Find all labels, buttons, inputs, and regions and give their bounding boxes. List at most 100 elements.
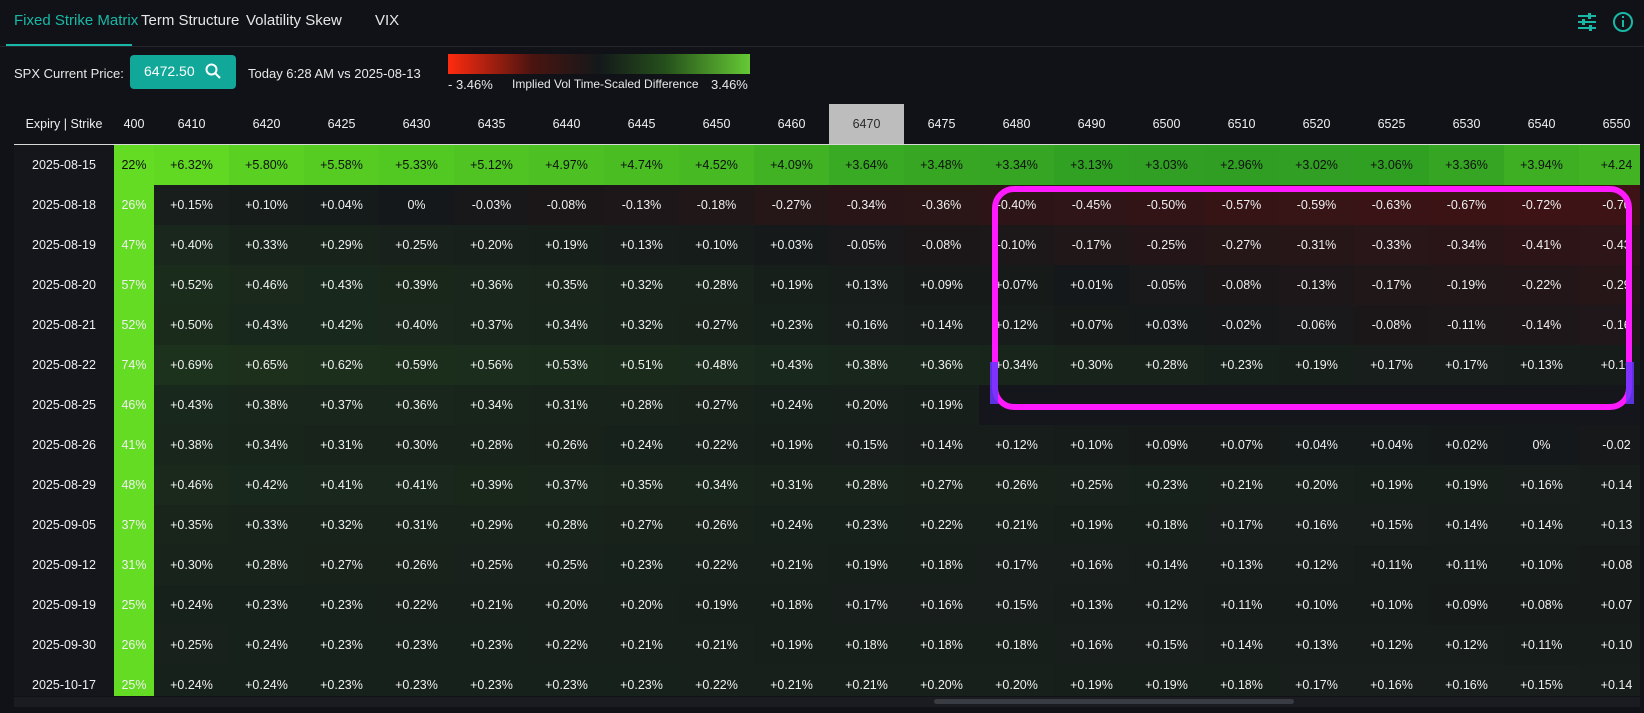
matrix-cell[interactable]: +0.16% — [1354, 665, 1429, 696]
matrix-cell[interactable]: +0.26% — [379, 545, 454, 585]
matrix-cell[interactable]: +0.24% — [154, 665, 229, 696]
matrix-cell[interactable]: +0.28% — [1129, 345, 1204, 385]
matrix-cell[interactable]: -0.67% — [1429, 185, 1504, 225]
matrix-cell[interactable]: +0.12% — [1279, 545, 1354, 585]
matrix-cell[interactable]: +0.14% — [1504, 505, 1579, 545]
matrix-cell[interactable]: -0.02 — [1579, 425, 1640, 465]
matrix-cell[interactable]: +0.48% — [679, 345, 754, 385]
matrix-cell[interactable]: +0.10% — [1054, 425, 1129, 465]
strike-header[interactable]: 6440 — [552, 117, 581, 131]
matrix-cell[interactable]: +0.19% — [754, 625, 829, 665]
matrix-cell[interactable]: +0.23% — [454, 665, 529, 696]
matrix-cell[interactable]: +0.29% — [454, 505, 529, 545]
matrix-cell[interactable]: +0.23% — [754, 305, 829, 345]
matrix-cell[interactable] — [1279, 385, 1354, 425]
matrix-cell[interactable]: +0.16% — [829, 305, 904, 345]
matrix-cell[interactable]: +0.36% — [904, 345, 979, 385]
strike-header[interactable]: 400 — [123, 117, 145, 131]
matrix-cell[interactable]: +0.56% — [454, 345, 529, 385]
matrix-cell[interactable]: +0.23% — [829, 505, 904, 545]
matrix-cell[interactable]: +0.19% — [904, 385, 979, 425]
matrix-cell[interactable]: -0.29 — [1579, 265, 1640, 305]
matrix-cell[interactable]: +0.19% — [754, 425, 829, 465]
matrix-cell[interactable]: +0.25% — [529, 545, 604, 585]
matrix-cell[interactable]: +0.25% — [379, 225, 454, 265]
matrix-cell[interactable]: +0.10% — [679, 225, 754, 265]
matrix-cell[interactable]: 25% — [114, 665, 154, 696]
matrix-cell[interactable]: +0.24% — [229, 625, 304, 665]
tab-vix[interactable]: VIX — [375, 12, 400, 29]
matrix-cell[interactable]: +0.20% — [979, 665, 1054, 696]
matrix-cell[interactable]: +0.11% — [1354, 545, 1429, 585]
matrix-cell[interactable]: +0.27% — [679, 305, 754, 345]
matrix-cell[interactable]: +0.10% — [1279, 585, 1354, 625]
matrix-cell[interactable]: +0.13% — [1504, 345, 1579, 385]
matrix-cell[interactable]: +0.28% — [454, 425, 529, 465]
matrix-cell[interactable]: +0.16% — [1054, 625, 1129, 665]
matrix-cell[interactable]: +0.17% — [979, 545, 1054, 585]
strike-header[interactable]: 6490 — [1077, 117, 1106, 131]
matrix-cell[interactable]: +0.22% — [679, 545, 754, 585]
matrix-cell[interactable]: 22% — [114, 145, 154, 185]
matrix-cell[interactable]: +0.50% — [154, 305, 229, 345]
matrix-cell[interactable] — [1354, 385, 1429, 425]
matrix-cell[interactable]: -0.63% — [1354, 185, 1429, 225]
matrix-cell[interactable]: 48% — [114, 465, 154, 505]
matrix-cell[interactable]: +0.21% — [754, 665, 829, 696]
strike-header[interactable]: 6410 — [177, 117, 206, 131]
matrix-cell[interactable]: +0.19% — [529, 225, 604, 265]
matrix-cell[interactable]: +0.19% — [1429, 465, 1504, 505]
matrix-cell[interactable]: +0.38% — [829, 345, 904, 385]
matrix-cell[interactable]: +0.36% — [454, 265, 529, 305]
matrix-cell[interactable]: +0.14 — [1579, 465, 1640, 505]
matrix-cell[interactable]: +0.09% — [1129, 425, 1204, 465]
matrix-cell[interactable]: +0.43% — [154, 385, 229, 425]
matrix-cell[interactable]: +0.13% — [1054, 585, 1129, 625]
matrix-cell[interactable]: +0.39% — [379, 265, 454, 305]
matrix-cell[interactable]: +0.23% — [1204, 345, 1279, 385]
matrix-cell[interactable]: -0.41% — [1504, 225, 1579, 265]
matrix-cell[interactable]: -0.25% — [1129, 225, 1204, 265]
matrix-cell[interactable]: +0.23% — [604, 545, 679, 585]
matrix-cell[interactable]: -0.59% — [1279, 185, 1354, 225]
matrix-cell[interactable]: +0.19% — [829, 545, 904, 585]
sliders-icon[interactable] — [1576, 11, 1598, 33]
matrix-cell[interactable]: +0.21% — [679, 625, 754, 665]
matrix-cell[interactable]: +0.27% — [679, 385, 754, 425]
matrix-cell[interactable]: 0% — [379, 185, 454, 225]
matrix-cell[interactable]: +0.17% — [829, 585, 904, 625]
matrix-cell[interactable]: +0.16% — [1504, 465, 1579, 505]
matrix-cell[interactable]: +0.15% — [1354, 505, 1429, 545]
matrix-cell[interactable]: -0.34% — [1429, 225, 1504, 265]
matrix-cell[interactable]: -0.05% — [1129, 265, 1204, 305]
matrix-cell[interactable]: +0.25% — [454, 545, 529, 585]
matrix-cell[interactable]: +3.13% — [1054, 145, 1129, 185]
matrix-cell[interactable]: 52% — [114, 305, 154, 345]
matrix-cell[interactable]: +3.36% — [1429, 145, 1504, 185]
matrix-cell[interactable]: -0.13% — [604, 185, 679, 225]
matrix-cell[interactable]: -0.17% — [1354, 265, 1429, 305]
matrix-cell[interactable]: -0.57% — [1204, 185, 1279, 225]
strike-header[interactable]: 6435 — [477, 117, 506, 131]
matrix-cell[interactable]: +0.14% — [1204, 625, 1279, 665]
matrix-cell[interactable]: +0.42% — [304, 305, 379, 345]
matrix-cell[interactable]: +0.21% — [979, 505, 1054, 545]
matrix-cell[interactable]: +0.18% — [1204, 665, 1279, 696]
matrix-cell[interactable]: -0.18% — [679, 185, 754, 225]
matrix-cell[interactable]: +0.16% — [1054, 545, 1129, 585]
matrix-cell[interactable]: +0.30% — [379, 425, 454, 465]
matrix-cell[interactable]: +0.26% — [979, 465, 1054, 505]
matrix-cell[interactable]: +0.20% — [529, 585, 604, 625]
matrix-cell[interactable]: -0.43 — [1579, 225, 1640, 265]
matrix-cell[interactable]: +0.28% — [529, 505, 604, 545]
matrix-cell[interactable]: 0% — [1504, 425, 1579, 465]
matrix-cell[interactable]: +0.22% — [679, 665, 754, 696]
matrix-cell[interactable]: +0.34% — [454, 385, 529, 425]
matrix-cell[interactable]: +0.15% — [829, 425, 904, 465]
matrix-cell[interactable]: -0.40% — [979, 185, 1054, 225]
matrix-cell[interactable]: -0.10% — [979, 225, 1054, 265]
matrix-cell[interactable]: +0.18% — [904, 625, 979, 665]
matrix-cell[interactable]: +0.21% — [454, 585, 529, 625]
matrix-cell[interactable]: +0.14 — [1579, 665, 1640, 696]
matrix-cell[interactable]: +0.07 — [1579, 585, 1640, 625]
